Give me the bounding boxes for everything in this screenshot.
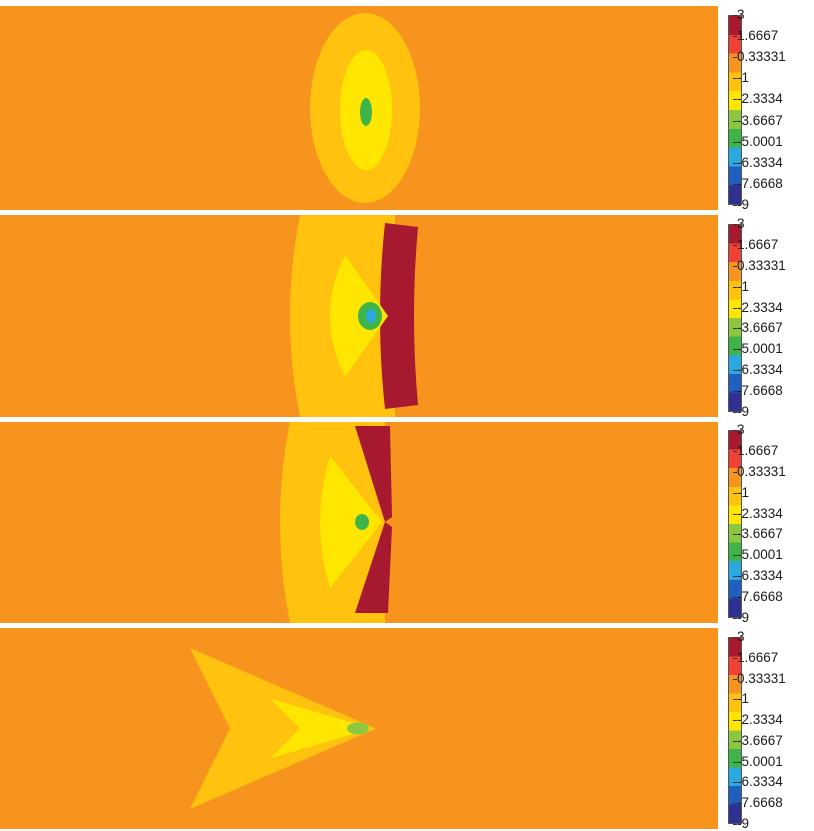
colorbar-tick-label: -1: [732, 278, 750, 294]
colorbar-tick-label: -6.3334: [733, 774, 783, 790]
colorbar-tick-label: -6.3334: [733, 154, 783, 170]
colorbar-tick-label: -9: [732, 610, 750, 625]
contour-minimum: [347, 722, 369, 735]
colorbar-tick-label: 1.6667: [732, 28, 779, 44]
colorbar-tick-label: -5.0001: [733, 341, 783, 357]
contour-minimum: [355, 514, 369, 530]
contour-positive-band: [388, 255, 408, 377]
colorbar-tick-label: 3: [733, 422, 745, 437]
contour-panel-4: [0, 628, 718, 829]
colorbar-tick-label: -3.6667: [733, 320, 783, 336]
colorbar-tick-label: 0.33331: [733, 257, 786, 273]
colorbar-tick-label: 3: [733, 629, 745, 644]
colorbar-tick-label: -3.6667: [733, 732, 783, 748]
colorbar-tick-label: 3: [733, 216, 745, 231]
contour-minimum: [366, 309, 376, 323]
colorbar-tick-label: -7.6668: [733, 589, 783, 605]
colorbar-tick-label: 3: [733, 7, 745, 22]
panel-separator: [0, 211, 718, 215]
colorbar-tick-label: -2.3334: [733, 505, 783, 521]
colorbar-tick-label: -3.6667: [733, 526, 783, 542]
colorbar-tick-label: -7.6668: [733, 383, 783, 399]
colorbar-tick-label: -5.0001: [733, 547, 783, 563]
colorbar-tick-label: -7.6668: [733, 795, 783, 811]
contour-panel-3: [0, 421, 718, 623]
colorbar-tick-label: -2.3334: [733, 91, 783, 107]
colorbar-tick-label: -5.0001: [733, 753, 783, 769]
colorbar-tick-label: 0.33331: [733, 463, 786, 479]
colorbar-tick-label: -9: [732, 404, 750, 419]
panel-separator: [0, 624, 718, 628]
colorbar-tick-label: -9: [732, 816, 750, 831]
colorbar-tick-label: -9: [732, 197, 750, 212]
colorbar-tick-label: -7.6668: [733, 175, 783, 191]
colorbar-tick-label: 1.6667: [732, 442, 779, 458]
contour-panel-1: [0, 6, 718, 210]
panel-separator: [0, 418, 718, 422]
colorbar-tick-label: 0.33331: [733, 670, 786, 686]
colorbar-tick-label: -2.3334: [733, 712, 783, 728]
contour-band: [190, 648, 376, 809]
contour-panel-2: [0, 215, 718, 417]
colorbar-tick-label: 1.6667: [732, 236, 779, 252]
contour-positive-band: [355, 522, 392, 613]
colorbar-tick-label: -2.3334: [733, 299, 783, 315]
colorbar-tick-label: -6.3334: [733, 568, 783, 584]
colorbar-tick-label: -1: [732, 70, 750, 86]
contour-minimum: [360, 98, 372, 126]
contour-band: [270, 698, 372, 759]
colorbar-tick-label: -1: [732, 691, 750, 707]
colorbar-tick-label: -6.3334: [733, 362, 783, 378]
colorbar-tick-label: 1.6667: [732, 649, 779, 665]
contour-positive-band: [355, 426, 392, 522]
colorbar-tick-label: -5.0001: [733, 133, 783, 149]
colorbar-tick-label: -3.6667: [733, 112, 783, 128]
colorbar-tick-label: -1: [732, 484, 750, 500]
colorbar-tick-label: 0.33331: [733, 49, 786, 65]
